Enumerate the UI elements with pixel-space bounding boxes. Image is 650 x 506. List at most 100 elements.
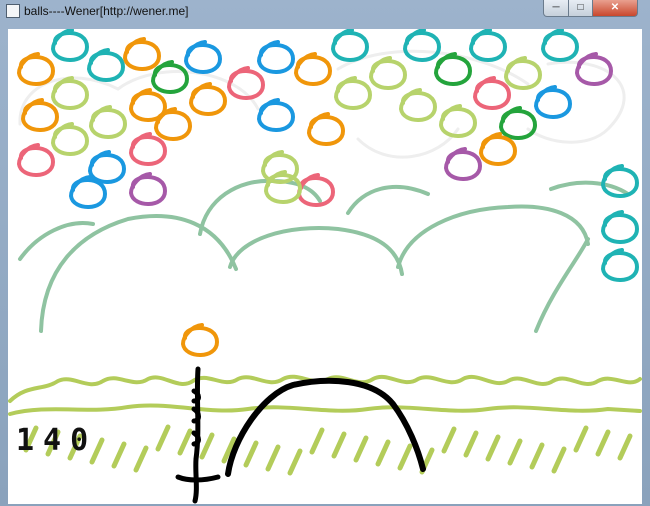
hill (396, 204, 590, 269)
hill (346, 184, 430, 215)
ball-orange[interactable] (188, 82, 228, 116)
ball-green[interactable] (433, 52, 473, 86)
ball-orange[interactable] (20, 98, 60, 132)
grass-tuft (529, 442, 545, 470)
grass-tuft (155, 424, 171, 452)
ball-blue[interactable] (87, 150, 127, 184)
ball-lime[interactable] (88, 105, 128, 139)
ball-field[interactable] (16, 29, 640, 357)
hill (39, 214, 238, 333)
ball-blue[interactable] (533, 85, 573, 119)
grass-tufts (23, 424, 633, 476)
grass-tuft (507, 438, 523, 466)
ball-blue[interactable] (68, 175, 108, 209)
ball-teal[interactable] (402, 29, 442, 62)
grass-tuft (551, 446, 567, 474)
ball-lime[interactable] (260, 150, 300, 184)
ball-lime[interactable] (50, 122, 90, 156)
ball-orange[interactable] (16, 52, 56, 86)
title-bar[interactable]: balls----Wener[http://wener.me] ─ □ ✕ (0, 0, 650, 22)
grass-tuft (485, 434, 501, 462)
ball-pink[interactable] (128, 132, 168, 166)
ball-lime[interactable] (398, 88, 438, 122)
ball-teal[interactable] (540, 29, 580, 62)
ball-blue[interactable] (183, 40, 223, 74)
ball-orange[interactable] (306, 112, 346, 146)
ball-orange[interactable] (478, 132, 518, 166)
ball-purple[interactable] (443, 147, 483, 181)
grass-tuft (331, 431, 347, 459)
ball-teal[interactable] (468, 29, 508, 62)
grass-tuft (243, 440, 259, 468)
ball-pink[interactable] (16, 143, 56, 177)
ball-orange[interactable] (153, 107, 193, 141)
tree-knot (191, 406, 201, 424)
grass-tuft (375, 439, 391, 467)
ball-green[interactable] (150, 60, 190, 94)
window-title: balls----Wener[http://wener.me] (24, 4, 189, 18)
grass-tuft (441, 426, 457, 454)
grass-tuft (397, 443, 413, 471)
grass-tuft (199, 432, 215, 460)
hill (18, 221, 95, 261)
grass-tuft (177, 428, 193, 456)
launch-arc (225, 377, 426, 477)
grass-tuft (23, 425, 39, 453)
grass-tuft (353, 435, 369, 463)
grass-tuft (573, 425, 589, 453)
grass-line (8, 403, 642, 416)
grass-tuft (89, 437, 105, 465)
ball-orange[interactable] (293, 52, 333, 86)
hill (549, 180, 630, 196)
ball-teal[interactable] (330, 29, 370, 62)
ball-orange[interactable] (122, 37, 162, 71)
ball-teal[interactable] (600, 164, 640, 198)
grass-tuft (265, 444, 281, 472)
close-button[interactable]: ✕ (592, 0, 638, 17)
ball-lime[interactable] (333, 76, 373, 110)
grass-tuft (287, 448, 303, 476)
grass-tuft (45, 429, 61, 457)
grass-tuft (133, 445, 149, 473)
game-canvas[interactable]: 140 (8, 29, 642, 504)
ball-green[interactable] (498, 106, 538, 140)
ball-pink[interactable] (296, 173, 336, 207)
ball-pink[interactable] (226, 66, 266, 100)
grass-tuft (67, 433, 83, 461)
cloud (18, 70, 260, 126)
ball-purple[interactable] (128, 172, 168, 206)
ball-teal[interactable] (600, 210, 640, 244)
minimize-button[interactable]: ─ (543, 0, 569, 17)
ball-teal[interactable] (50, 29, 90, 62)
game-scene[interactable] (8, 29, 642, 504)
background-clouds (18, 49, 626, 159)
ball-lime[interactable] (368, 56, 408, 90)
grass-tuft (111, 441, 127, 469)
ball-orange[interactable] (180, 323, 220, 357)
tree (175, 366, 221, 504)
ball-teal[interactable] (86, 48, 126, 82)
ball-orange[interactable] (128, 88, 168, 122)
grass-tuft (595, 429, 611, 457)
maximize-button[interactable]: □ (568, 0, 593, 17)
grass-tuft (463, 430, 479, 458)
tree-root (175, 474, 221, 483)
ball-purple[interactable] (574, 52, 614, 86)
grass-tuft (309, 427, 325, 455)
hill (534, 237, 590, 333)
grass-tuft (617, 433, 633, 461)
ball-lime[interactable] (50, 76, 90, 110)
ball-lime[interactable] (263, 170, 303, 204)
ball-teal[interactable] (600, 248, 640, 282)
ball-blue[interactable] (256, 40, 296, 74)
grass-tuft (221, 436, 237, 464)
ball-lime[interactable] (438, 104, 478, 138)
tree-knot (191, 430, 201, 447)
hill (228, 226, 404, 276)
ball-blue[interactable] (256, 98, 296, 132)
tree-knot (191, 388, 201, 404)
ball-pink[interactable] (472, 76, 512, 110)
ball-lime[interactable] (503, 56, 543, 90)
score: 140 (16, 423, 98, 458)
